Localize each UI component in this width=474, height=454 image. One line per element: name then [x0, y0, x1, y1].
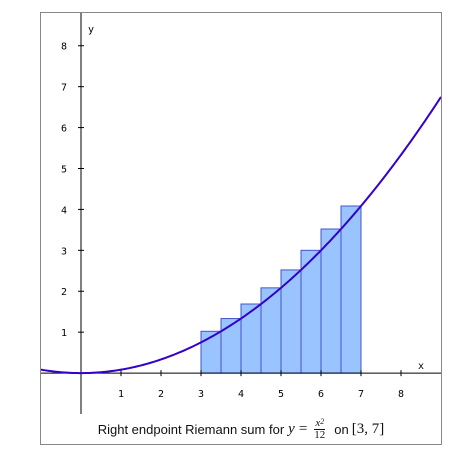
riemann-bar-7 [320, 228, 342, 374]
caption-prefix: Right endpoint Riemann sum for [97, 421, 285, 437]
x-tick-label-5: 5 [278, 389, 284, 400]
y-tick-label-7: 7 [61, 83, 67, 94]
y-tick-label-2: 2 [61, 287, 67, 298]
caption-y-var: y [288, 420, 295, 437]
caption-fraction: x2 12 [314, 416, 326, 441]
plot-caption: Right endpoint Riemann sum for y = x2 12… [40, 414, 442, 445]
y-tick-label-1: 1 [61, 328, 67, 339]
y-tick-label-5: 5 [61, 164, 67, 175]
x-tick-label-1: 1 [118, 389, 124, 400]
y-tick-label-8: 8 [61, 42, 67, 53]
x-tick-label-4: 4 [238, 389, 244, 400]
x-axis-label: x [418, 361, 424, 372]
x-tick-label-7: 7 [358, 389, 364, 400]
x-tick-label-2: 2 [158, 389, 164, 400]
riemann-sum-plot: 1 2 3 4 5 6 7 8 1 2 3 4 5 6 7 8 x y [41, 13, 441, 414]
riemann-bar-2 [220, 318, 242, 374]
y-tick-label-3: 3 [61, 246, 67, 257]
caption-on: on [334, 421, 349, 437]
caption-numerator: x2 [314, 416, 326, 430]
y-tick-label-4: 4 [61, 205, 67, 216]
riemann-bar-8 [340, 205, 362, 374]
caption-interval: [3, 7] [351, 420, 385, 437]
riemann-bar-6 [300, 249, 322, 374]
x-tick-label-3: 3 [198, 389, 204, 400]
x-tick-label-8: 8 [398, 389, 404, 400]
caption-exponent: 2 [320, 416, 325, 426]
caption-denominator: 12 [314, 428, 326, 441]
caption-equals: = [298, 420, 308, 437]
function-curve [41, 96, 441, 375]
caption-numerator-var: x [315, 416, 321, 429]
y-tick-label-6: 6 [61, 124, 67, 135]
riemann-bar-3 [240, 303, 262, 374]
y-axis-label: y [88, 24, 94, 35]
plot-frame: 1 2 3 4 5 6 7 8 1 2 3 4 5 6 7 8 x y [40, 12, 442, 415]
x-tick-label-6: 6 [318, 389, 324, 400]
